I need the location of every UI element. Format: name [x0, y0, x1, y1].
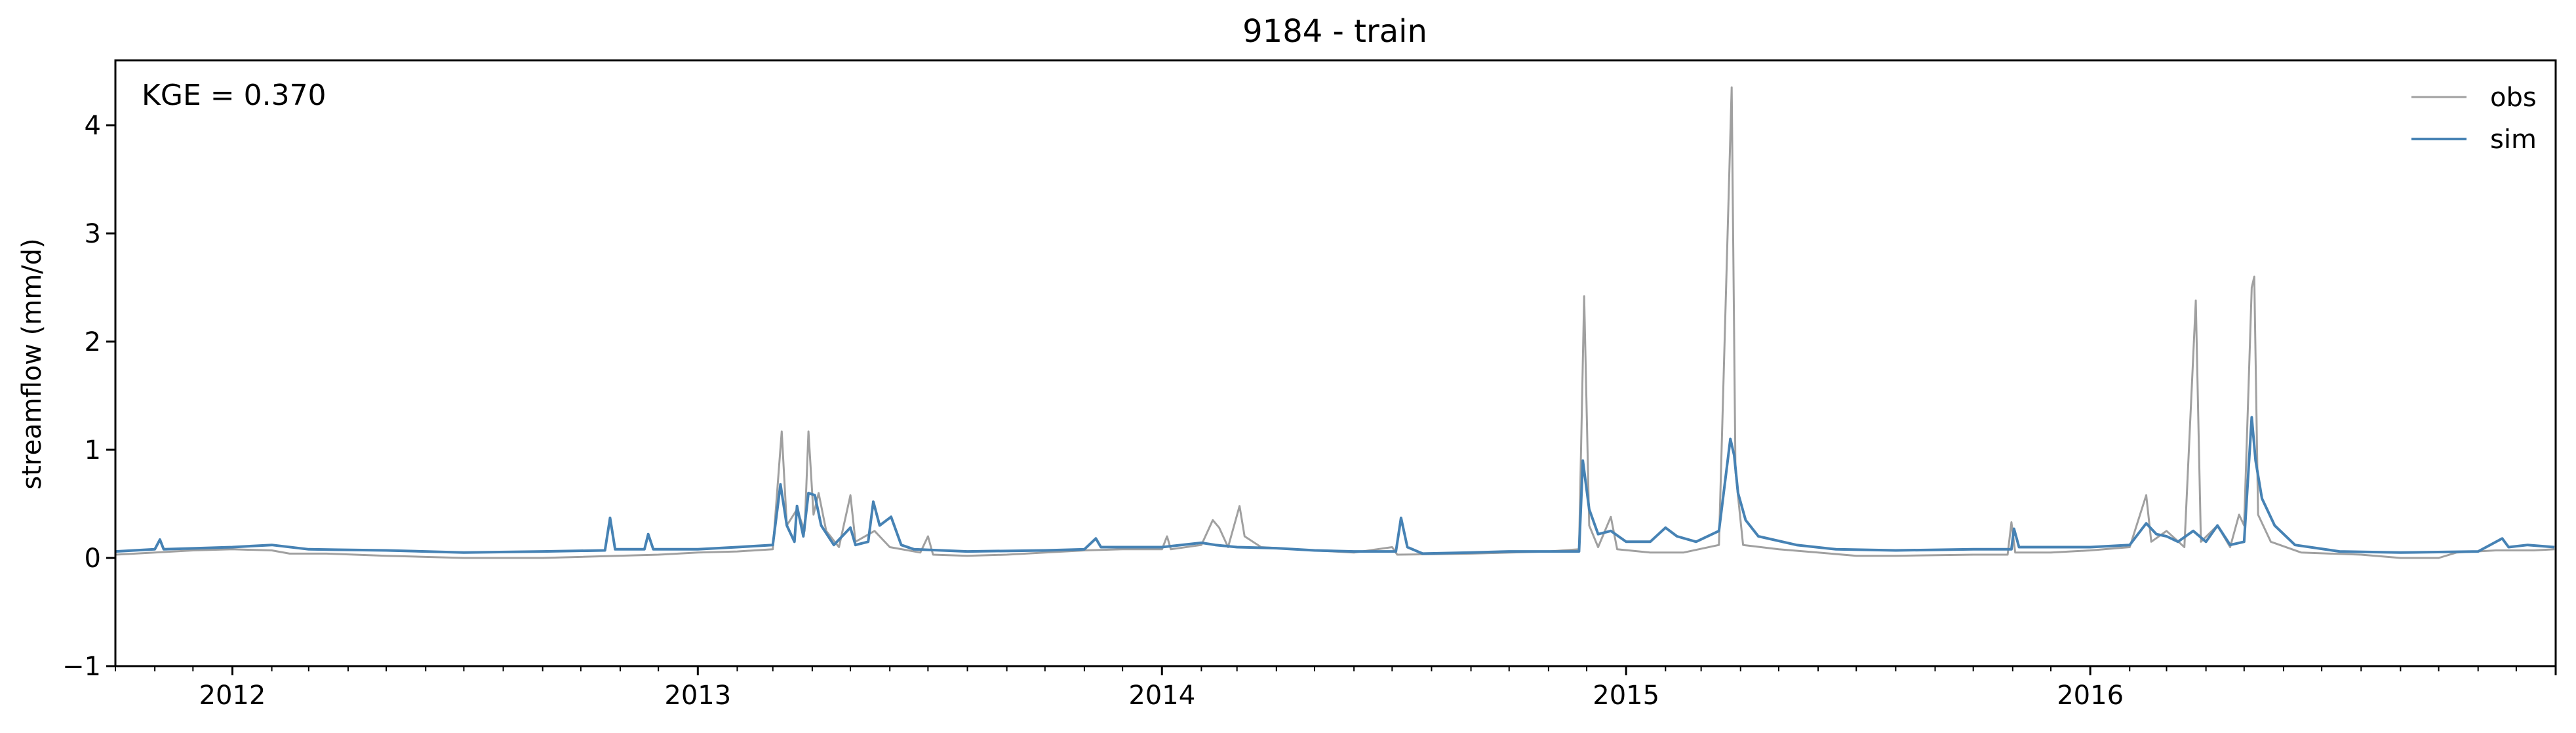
- x-axis: 2012 2013 2014 2015 2016: [115, 666, 2557, 711]
- chart-title: 9184 - train: [1242, 13, 1427, 50]
- legend-label-obs: obs: [2490, 83, 2537, 113]
- y-axis-label: streamflow (mm/d): [17, 238, 47, 489]
- y-tick-label: 4: [85, 111, 101, 141]
- plot-frame: [114, 59, 2557, 667]
- x-tick-label: 2016: [2057, 681, 2124, 711]
- x-tick-label: 2015: [1593, 681, 1659, 711]
- x-tick-label: 2014: [1128, 681, 1195, 711]
- legend: obs sim: [2411, 83, 2537, 155]
- legend-label-sim: sim: [2490, 125, 2537, 155]
- series-line-obs: [115, 86, 2555, 559]
- y-tick-label: 0: [85, 544, 101, 574]
- kge-annotation: KGE = 0.370: [142, 79, 327, 112]
- y-tick-label: 3: [85, 219, 101, 249]
- x-tick-label: 2013: [664, 681, 731, 711]
- y-tick-label: 2: [85, 327, 101, 357]
- y-tick-label: 1: [85, 435, 101, 466]
- series-layer: [115, 86, 2555, 559]
- x-tick-label: 2012: [199, 681, 266, 711]
- y-axis: −1 0 1 2 3 4: [62, 111, 115, 682]
- y-tick-label: −1: [62, 652, 101, 682]
- series-line-sim: [115, 416, 2555, 555]
